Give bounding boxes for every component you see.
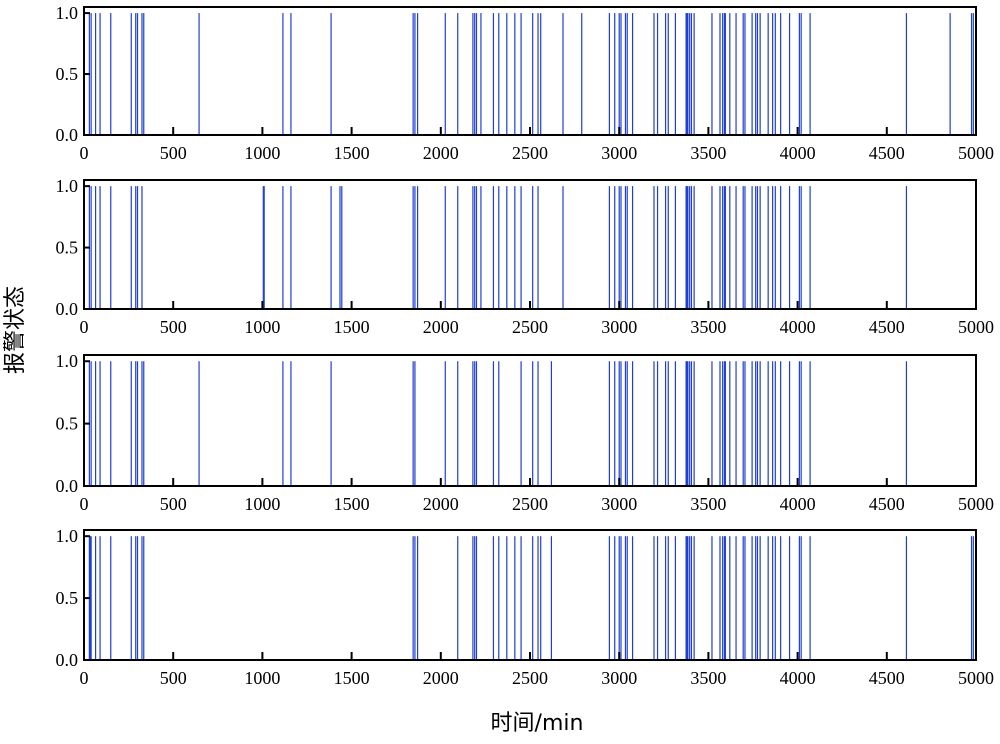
x-tick-label: 5000 (958, 317, 994, 337)
plot-frame (83, 354, 977, 487)
x-tick-label: 5000 (958, 143, 994, 163)
x-tick-label: 1500 (334, 494, 370, 514)
x-tick-label: 1500 (334, 317, 370, 337)
x-tick-label: 4500 (869, 317, 905, 337)
x-tick-label: 0 (80, 143, 89, 163)
x-tick-label: 1000 (244, 668, 280, 688)
y-tick-label: 1.0 (56, 526, 79, 546)
x-tick-label: 4000 (780, 143, 816, 163)
x-tick-label: 4500 (869, 494, 905, 514)
x-tick-label: 3500 (690, 494, 726, 514)
x-tick-label: 2000 (423, 668, 459, 688)
x-tick-label: 3000 (601, 317, 637, 337)
x-tick-label: 3000 (601, 143, 637, 163)
x-tick-label: 4000 (780, 317, 816, 337)
plot-frame (83, 529, 977, 661)
y-tick-label: 0.0 (56, 650, 79, 670)
x-tick-label: 1000 (244, 317, 280, 337)
x-tick-label: 1500 (334, 668, 370, 688)
x-tick-label: 2500 (512, 668, 548, 688)
x-tick-label: 0 (80, 494, 89, 514)
y-tick-label: 0.0 (56, 125, 79, 145)
y-tick-label: 1.0 (56, 176, 79, 196)
x-tick-label: 0 (80, 317, 89, 337)
x-tick-label: 1000 (244, 143, 280, 163)
x-axis-title: 时间/min (491, 711, 584, 736)
y-tick-label: 0.0 (56, 299, 79, 319)
plot-frame (83, 179, 977, 310)
x-tick-label: 4000 (780, 494, 816, 514)
x-tick-label: 4000 (780, 668, 816, 688)
y-tick-label: 0.0 (56, 476, 79, 496)
x-tick-label: 1000 (244, 494, 280, 514)
x-tick-label: 3500 (690, 317, 726, 337)
y-tick-label: 0.5 (56, 238, 79, 258)
x-tick-label: 1500 (334, 143, 370, 163)
x-tick-label: 2500 (512, 494, 548, 514)
x-tick-label: 3500 (690, 143, 726, 163)
subplot-1: 0 500 1000 1500 2000 2500 3000 3500 4000 4500 5000… (56, 3, 995, 163)
plot-frame (83, 6, 977, 136)
x-tick-label: 0 (80, 668, 89, 688)
x-tick-label: 3000 (601, 494, 637, 514)
subplot-3: 0 500 1000 1500 2000 2500 3000 3500 4000 4500 5000… (56, 351, 995, 514)
x-tick-label: 3500 (690, 668, 726, 688)
subplot-2: 0 500 1000 1500 2000 2500 3000 3500 4000 4500 5000… (56, 176, 995, 337)
x-tick-label: 2000 (423, 143, 459, 163)
y-tick-label: 0.5 (56, 414, 79, 434)
x-tick-label: 4500 (869, 668, 905, 688)
y-tick-label: 1.0 (56, 3, 79, 23)
x-tick-label: 5000 (958, 494, 994, 514)
x-tick-label: 5000 (958, 668, 994, 688)
x-tick-label: 2500 (512, 143, 548, 163)
x-tick-label: 500 (160, 494, 187, 514)
x-tick-label: 2500 (512, 317, 548, 337)
x-tick-label: 3000 (601, 668, 637, 688)
y-axis-title: 报警状态 (3, 286, 28, 374)
y-tick-label: 0.5 (56, 64, 79, 84)
x-tick-label: 500 (160, 668, 187, 688)
subplot-panels: 0 500 1000 1500 2000 2500 3000 3500 4000 4500 5000… (56, 3, 995, 688)
x-tick-label: 500 (160, 317, 187, 337)
x-tick-label: 2000 (423, 494, 459, 514)
subplot-4: 0 500 1000 1500 2000 2500 3000 3500 4000 4500 5000… (56, 526, 995, 688)
y-tick-label: 0.5 (56, 588, 79, 608)
x-tick-label: 2000 (423, 317, 459, 337)
y-tick-label: 1.0 (56, 351, 79, 371)
x-tick-label: 500 (160, 143, 187, 163)
x-tick-label: 4500 (869, 143, 905, 163)
